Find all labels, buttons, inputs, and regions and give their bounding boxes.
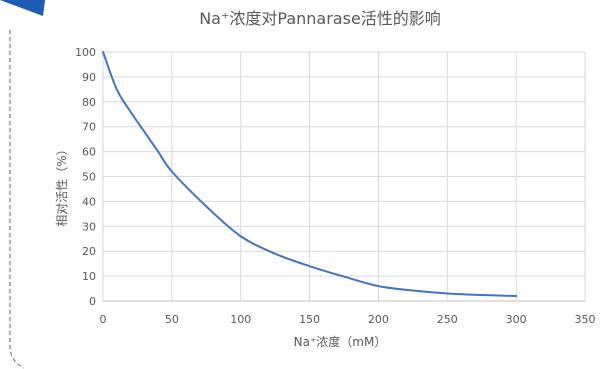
y-tick-label: 50 <box>82 171 96 184</box>
x-axis-label: Na⁺浓度（mM） <box>294 334 387 349</box>
series-line <box>102 51 518 298</box>
y-tick-label: 100 <box>75 46 96 59</box>
x-tick-label: 250 <box>437 313 458 326</box>
x-tick-label: 100 <box>230 313 251 326</box>
y-tick-label: 40 <box>82 195 96 208</box>
y-tick-label: 20 <box>82 245 96 258</box>
y-tick-label: 80 <box>82 96 96 109</box>
x-tick-label: 350 <box>575 313 596 326</box>
y-tick-label: 90 <box>82 71 96 84</box>
x-tick-label: 0 <box>100 313 107 326</box>
chart-title: Na⁺浓度对Pannarase活性的影响 <box>199 9 441 28</box>
y-axis-label: 相对活性（%） <box>55 143 69 226</box>
y-tick-label: 70 <box>82 121 96 134</box>
x-axis-ticks: 0 50 100 150 200 250 300 350 <box>100 313 596 326</box>
x-tick-label: 50 <box>165 313 179 326</box>
x-tick-label: 150 <box>299 313 320 326</box>
line-chart: 0 10 20 30 40 50 60 70 80 90 100 0 50 100 150 200 250 30… <box>55 9 596 349</box>
x-tick-label: 300 <box>506 313 527 326</box>
x-tick-label: 200 <box>368 313 389 326</box>
gridlines <box>102 51 586 302</box>
y-tick-label: 0 <box>89 295 96 308</box>
corner-mark <box>0 0 45 16</box>
y-tick-label: 30 <box>82 220 96 233</box>
y-tick-label: 60 <box>82 146 96 159</box>
dashed-border <box>9 30 25 369</box>
y-axis-ticks: 0 10 20 30 40 50 60 70 80 90 100 <box>75 46 96 308</box>
y-tick-label: 10 <box>82 270 96 283</box>
